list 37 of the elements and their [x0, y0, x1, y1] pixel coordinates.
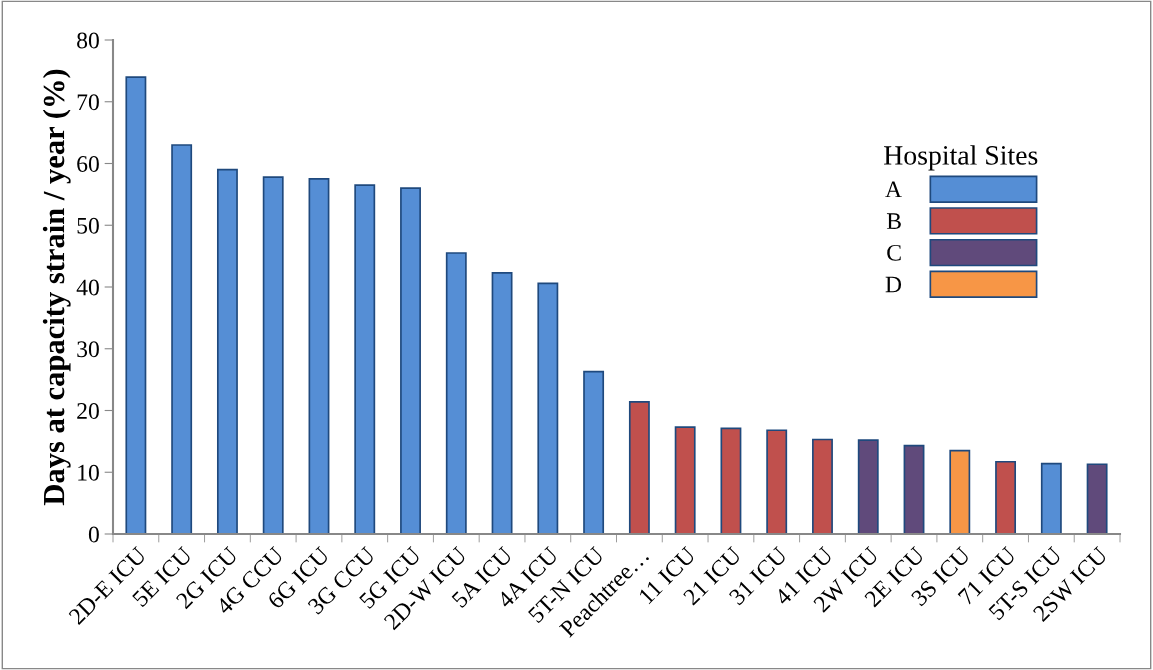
y-tick-label: 0 [88, 526, 99, 543]
bar [171, 144, 193, 534]
bar [766, 429, 788, 534]
bar [949, 449, 971, 534]
bar [537, 282, 559, 534]
y-tick-label: 20 [77, 402, 99, 419]
y-tick-label: 30 [77, 341, 99, 358]
bar [445, 252, 467, 534]
y-tick-label: 10 [78, 464, 99, 481]
y-tick-label: 80 [77, 32, 99, 49]
bar [1040, 462, 1062, 534]
y-tick-label: 50 [77, 217, 99, 234]
bar [812, 438, 833, 534]
y-tick-label: 60 [77, 155, 99, 172]
y-tick-label: 40 [76, 279, 99, 296]
bar [125, 76, 147, 534]
legend-title: Hospital Sites [884, 145, 1038, 171]
bar [720, 427, 742, 534]
bar [857, 439, 879, 534]
bar [308, 178, 330, 534]
bar [262, 176, 284, 534]
bar [354, 184, 376, 534]
bar [628, 401, 650, 534]
bar [1086, 463, 1108, 534]
bar [216, 168, 238, 534]
bar [400, 187, 421, 534]
y-tick-label: 70 [77, 94, 99, 111]
bar [903, 444, 925, 534]
bar [995, 460, 1017, 534]
bar [583, 370, 605, 534]
legend-label: A [885, 181, 902, 198]
bar [674, 426, 696, 534]
bar [491, 271, 513, 534]
legend-label: D [885, 276, 902, 293]
y-axis-title: Days at capacity strain / year (%) [42, 69, 71, 506]
legend-label: B [886, 213, 901, 229]
legend-label: C [887, 244, 901, 261]
